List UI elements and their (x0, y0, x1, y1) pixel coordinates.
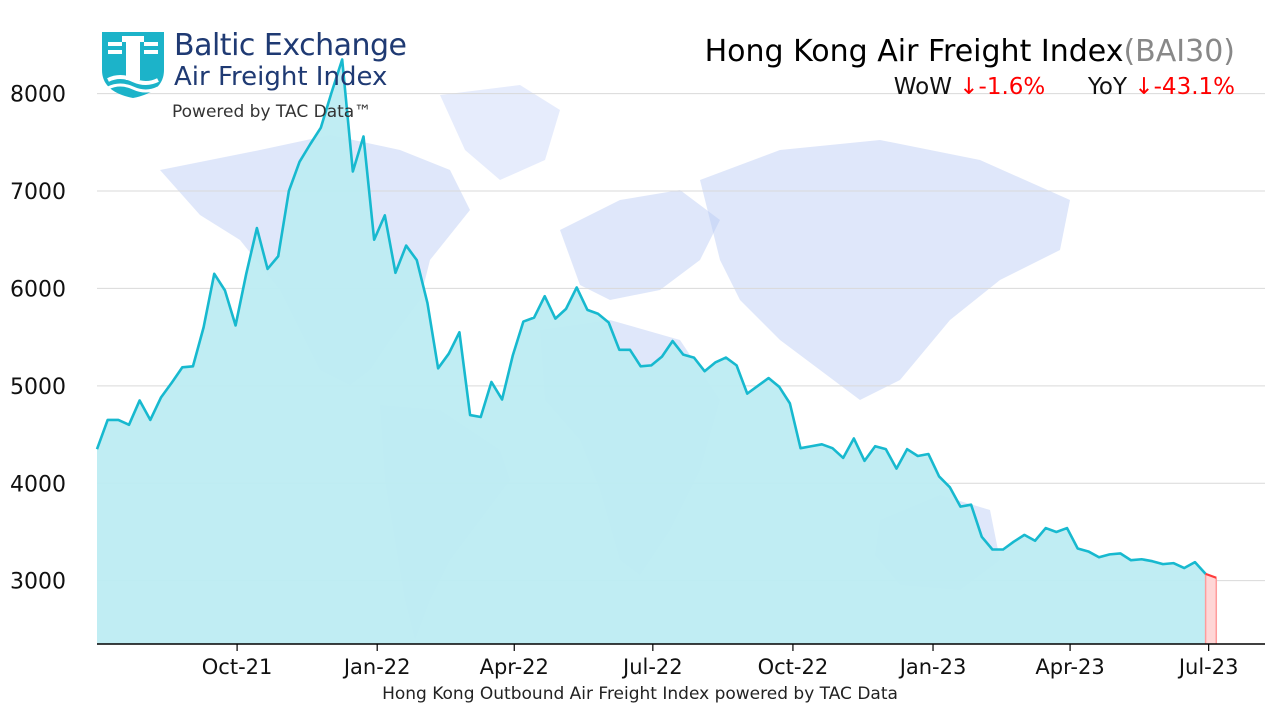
x-tick-label: Apr-23 (1035, 655, 1104, 679)
logo-brand-text: Baltic Exchange (174, 28, 407, 63)
yoy-value: ↓-43.1% (1134, 74, 1235, 100)
latest-change-area (1205, 573, 1217, 644)
lighthouse-shield-icon (102, 32, 164, 98)
series-area (97, 59, 1206, 644)
y-tick-label: 7000 (10, 180, 66, 205)
y-tick-label: 5000 (10, 375, 66, 400)
x-tick-label: Jul-22 (621, 655, 683, 679)
map-asia (700, 140, 1070, 400)
map-greenland (440, 85, 560, 180)
x-axis: Oct-21 Jan-22 Apr-22 Jul-22 Oct-22 Jan-23 Apr-… (97, 643, 1265, 679)
y-axis-ticks: 3000 4000 5000 6000 7000 8000 (10, 83, 66, 595)
yoy-label: YoY (1087, 74, 1128, 100)
y-tick-label: 3000 (10, 570, 66, 595)
latest-change-segment (1205, 572, 1217, 579)
chart-title: Hong Kong Air Freight Index(BAI30) (705, 34, 1235, 69)
chart-title-main: Hong Kong Air Freight Index (704, 34, 1124, 69)
y-tick-label: 8000 (10, 83, 66, 108)
x-tick-label: Oct-22 (758, 655, 829, 679)
area-fill-layer (97, 59, 1218, 644)
chart-caption: Hong Kong Outbound Air Freight Index pow… (382, 684, 898, 704)
series-line (95, 58, 1207, 575)
x-tick-label: Apr-22 (480, 655, 549, 679)
y-tick-label: 4000 (10, 472, 66, 497)
chart-title-code: (BAI30) (1123, 34, 1235, 69)
map-europe (560, 190, 720, 300)
y-tick-label: 6000 (10, 277, 66, 302)
x-tick-label: Jan-23 (898, 655, 967, 679)
baltic-exchange-logo: Baltic Exchange Air Freight Index Powere… (100, 28, 430, 128)
change-stats: WoW ↓-1.6% YoY ↓-43.1% (894, 74, 1235, 100)
wow-label: WoW (893, 74, 952, 100)
x-tick-label: Oct-21 (202, 655, 273, 679)
logo-product-text: Air Freight Index (174, 62, 388, 92)
x-tick-label: Jan-22 (342, 655, 411, 679)
wow-value: ↓-1.6% (959, 74, 1046, 100)
x-tick-label: Jul-23 (1177, 655, 1239, 679)
logo-powered-by: Powered by TAC Data™ (172, 102, 372, 122)
series-line-layer (95, 58, 1217, 579)
